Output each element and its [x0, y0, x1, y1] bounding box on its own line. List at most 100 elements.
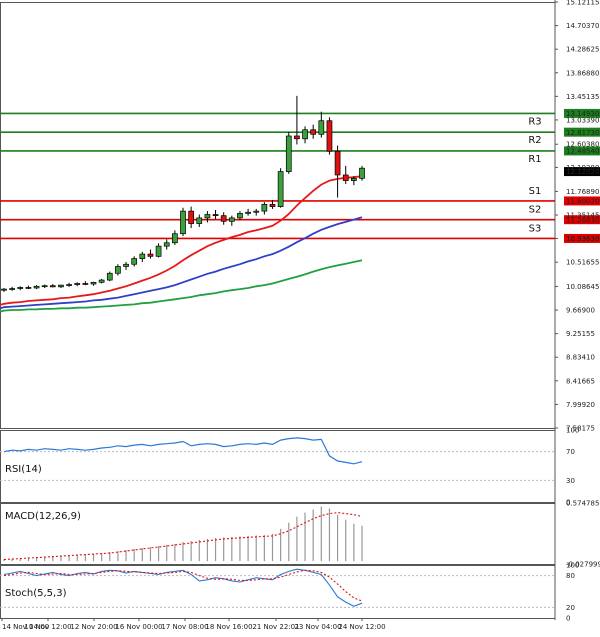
candle [253, 208, 260, 216]
candle-body-up [228, 217, 235, 222]
candle [245, 208, 251, 216]
candle [228, 215, 235, 226]
candle-body-up [1, 288, 7, 291]
price-tick-label: 12.19380 [566, 164, 599, 172]
price-tick-label: 13.45135 [566, 93, 599, 101]
candle-body-up [74, 283, 81, 285]
stoch-tick-label: 20 [566, 604, 575, 612]
candle-body-up [351, 178, 357, 181]
stoch-tick-label: 0 [566, 615, 570, 623]
candle [277, 168, 284, 208]
price-tick-label: 14.28625 [566, 46, 599, 54]
candle [180, 207, 186, 236]
price-tick-label: 13.86880 [566, 69, 599, 77]
candle [90, 281, 97, 286]
candle-body-down [82, 283, 89, 285]
candle-body-down [220, 215, 227, 222]
x-tick-label: 21 Nov 22:01 [252, 623, 299, 631]
candle-body-down [49, 285, 56, 288]
level-price-box [564, 108, 600, 118]
candle-body-up [163, 242, 170, 247]
moving-averages [0, 175, 363, 313]
price-tick-label: 9.25155 [566, 330, 595, 338]
level-price-label: 12.81730 [566, 129, 599, 137]
rsi-tick-label: 100 [566, 427, 579, 435]
candle-body-down [269, 203, 276, 207]
candle-body-up [58, 284, 64, 288]
candle [334, 145, 341, 198]
candle-body-down [334, 150, 341, 176]
candle [49, 284, 56, 288]
x-tick-label: 18 Nov 16:00 [205, 623, 252, 631]
rsi-tick-label: 0 [566, 499, 570, 507]
candle [1, 287, 7, 292]
price-tick-label: 8.83410 [566, 354, 595, 362]
candle [310, 124, 317, 139]
candle-body-down [212, 214, 219, 216]
candle [33, 285, 40, 290]
candle-body-down [188, 210, 194, 224]
stoch-label: Stoch(5,5,3) [5, 588, 67, 599]
candle-body-down [25, 287, 32, 289]
x-tick-label: 11 Nov 12:00 [24, 623, 71, 631]
stoch-k-line [3, 568, 363, 607]
candle [155, 243, 162, 258]
price-tick-label: 7.58175 [566, 425, 595, 433]
candle-body-up [41, 285, 48, 288]
candle [98, 278, 105, 284]
candle [269, 199, 276, 209]
pivot-levels: 13.14930 R3 12.81730 R2 12.48540 R1 11.60020 S1… [0, 108, 600, 243]
current-price-label: 12.12020 [566, 168, 599, 176]
candles [1, 95, 365, 292]
candle [204, 211, 211, 223]
stoch-panel: 100 80 20 0 Stoch(5,5,3) [0, 562, 579, 623]
candle-body-up [253, 210, 260, 213]
price-tick-label: 9.66900 [566, 307, 595, 315]
candle-body-up [131, 258, 138, 265]
candle-body-up [302, 129, 308, 140]
price-tick-label: 11.76890 [566, 188, 599, 196]
candle [115, 264, 121, 276]
candle [351, 176, 357, 186]
price-tick-label: 11.35145 [566, 212, 599, 220]
panel-frames [0, 0, 556, 620]
candle [9, 286, 15, 291]
candle-body-up [359, 167, 365, 179]
candle [261, 202, 268, 215]
stoch-tick-label: 100 [566, 562, 579, 570]
price-tick-label: 15.12115 [566, 0, 599, 7]
candle [294, 95, 300, 145]
rsi-panel: 100 70 30 0 RSI(14) [0, 427, 579, 507]
candle [163, 239, 170, 250]
candle-body-up [318, 120, 325, 135]
price-tick-label: 8.41665 [566, 377, 595, 385]
x-tick-label: 23 Nov 04:00 [294, 623, 341, 631]
macd-tick-label: -0.027999 [566, 561, 600, 569]
candle-body-down [147, 253, 154, 257]
candle-body-up [180, 210, 186, 235]
candle-body-up [123, 263, 129, 267]
candle [302, 126, 308, 144]
candle-body-up [90, 281, 97, 285]
level-price-box [564, 127, 600, 137]
candle-body-up [106, 272, 113, 281]
candle [147, 249, 154, 259]
candle [58, 284, 64, 288]
candle-body-up [172, 233, 178, 244]
candle [237, 211, 243, 221]
candle [172, 230, 178, 246]
candle-body-up [9, 288, 15, 290]
candle [74, 282, 81, 287]
candle [188, 206, 194, 229]
candle [139, 251, 146, 262]
macd-signal-line [3, 512, 363, 561]
macd-panel: 0.574785 -0.027999 MACD(12,26,9) [3, 500, 600, 569]
candle [17, 286, 24, 291]
level-price-box [564, 146, 600, 156]
candle-body-up [237, 213, 243, 219]
candle [106, 271, 113, 282]
candle [220, 212, 227, 225]
rsi-tick-label: 70 [566, 448, 575, 456]
